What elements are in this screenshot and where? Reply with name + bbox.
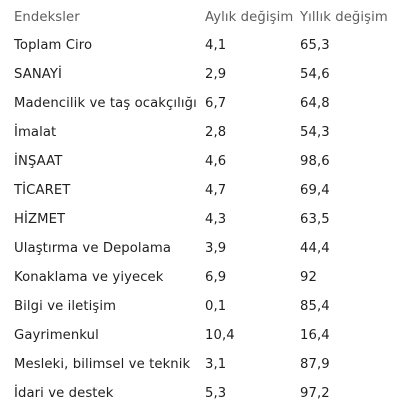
row-name: Bilgi ve iletişim bbox=[14, 299, 117, 314]
row-name: SANAYİ bbox=[14, 67, 63, 82]
row-name: İdari ve destek bbox=[14, 386, 114, 401]
row-monthly-value: 0,1 bbox=[205, 299, 227, 314]
table-row: İmalat 2,8 54,3 bbox=[0, 120, 408, 146]
row-yearly-value: 64,8 bbox=[300, 96, 330, 111]
table-row: Madencilik ve taş ocakçılığı 6,7 64,8 bbox=[0, 91, 408, 117]
row-yearly-value: 16,4 bbox=[300, 328, 330, 343]
row-monthly-value: 3,1 bbox=[205, 357, 227, 372]
row-monthly-value: 5,3 bbox=[205, 386, 227, 401]
row-monthly-value: 6,9 bbox=[205, 270, 227, 285]
row-name: Konaklama ve yiyecek bbox=[14, 270, 164, 285]
row-monthly-value: 2,8 bbox=[205, 125, 227, 140]
row-yearly-value: 69,4 bbox=[300, 183, 330, 198]
row-name: Mesleki, bilimsel ve teknik bbox=[14, 357, 191, 372]
row-name: İmalat bbox=[14, 125, 57, 140]
row-yearly-value: 63,5 bbox=[300, 212, 330, 227]
row-yearly-value: 44,4 bbox=[300, 241, 330, 256]
row-yearly-value: 92 bbox=[300, 270, 317, 285]
row-name: HİZMET bbox=[14, 212, 66, 227]
table-row: Bilgi ve iletişim 0,1 85,4 bbox=[0, 294, 408, 320]
table-row: Mesleki, bilimsel ve teknik 3,1 87,9 bbox=[0, 352, 408, 378]
row-monthly-value: 10,4 bbox=[205, 328, 235, 343]
table-row: SANAYİ 2,9 54,6 bbox=[0, 62, 408, 88]
row-name: Ulaştırma ve Depolama bbox=[14, 241, 172, 256]
row-yearly-value: 98,6 bbox=[300, 154, 330, 169]
row-name: İNŞAAT bbox=[14, 154, 63, 169]
row-yearly-value: 87,9 bbox=[300, 357, 330, 372]
table-header-row: Endeksler Aylık değişim Yıllık değişim bbox=[0, 5, 408, 31]
row-monthly-value: 4,7 bbox=[205, 183, 227, 198]
row-monthly-value: 2,9 bbox=[205, 67, 227, 82]
table-row: Ulaştırma ve Depolama 3,9 44,4 bbox=[0, 236, 408, 262]
row-yearly-value: 85,4 bbox=[300, 299, 330, 314]
row-monthly-value: 4,1 bbox=[205, 38, 227, 53]
row-monthly-value: 4,3 bbox=[205, 212, 227, 227]
table-row: Gayrimenkul 10,4 16,4 bbox=[0, 323, 408, 349]
row-yearly-value: 65,3 bbox=[300, 38, 330, 53]
table-row: Konaklama ve yiyecek 6,9 92 bbox=[0, 265, 408, 291]
row-name: Toplam Ciro bbox=[14, 38, 93, 53]
table-row: İNŞAAT 4,6 98,6 bbox=[0, 149, 408, 175]
row-monthly-value: 6,7 bbox=[205, 96, 227, 111]
table-row: TİCARET 4,7 69,4 bbox=[0, 178, 408, 204]
row-yearly-value: 97,2 bbox=[300, 386, 330, 401]
table-row: Toplam Ciro 4,1 65,3 bbox=[0, 33, 408, 59]
header-indices: Endeksler bbox=[14, 10, 80, 25]
header-yearly-change: Yıllık değişim bbox=[300, 10, 388, 25]
header-monthly-change: Aylık değişim bbox=[205, 10, 294, 25]
row-monthly-value: 3,9 bbox=[205, 241, 227, 256]
row-yearly-value: 54,6 bbox=[300, 67, 330, 82]
table-row: HİZMET 4,3 63,5 bbox=[0, 207, 408, 233]
row-name: Gayrimenkul bbox=[14, 328, 99, 343]
row-name: TİCARET bbox=[14, 183, 71, 198]
row-name: Madencilik ve taş ocakçılığı bbox=[14, 96, 197, 111]
row-yearly-value: 54,3 bbox=[300, 125, 330, 140]
row-monthly-value: 4,6 bbox=[205, 154, 227, 169]
table-row: İdari ve destek 5,3 97,2 bbox=[0, 381, 408, 407]
